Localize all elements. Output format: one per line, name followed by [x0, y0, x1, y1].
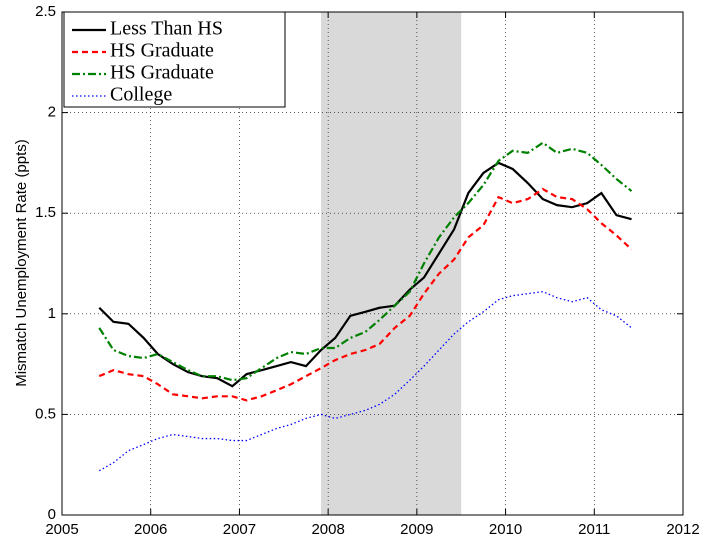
legend-label: College — [110, 84, 172, 106]
legend-label: HS Graduate — [110, 62, 214, 84]
x-tick-label: 2011 — [578, 521, 610, 538]
x-tick-label: 2005 — [45, 521, 78, 538]
y-tick-label: 2 — [48, 104, 56, 121]
data-line — [98, 161, 632, 388]
x-tick-label: 2009 — [400, 521, 433, 538]
x-tick-label: 2008 — [311, 521, 344, 538]
x-tick-label: 2007 — [223, 521, 256, 538]
x-tick-label: 2010 — [489, 521, 522, 538]
y-tick-label: 0 — [48, 506, 56, 523]
plot-frame — [61, 11, 684, 516]
legend-box — [63, 11, 286, 108]
legend-label: HS Graduate — [110, 40, 214, 62]
shaded-region — [321, 12, 462, 515]
y-tick-label: 2.5 — [35, 3, 56, 20]
y-axis-label: Mismatch Unemployment Rate (ppts) — [13, 139, 30, 387]
y-tick-label: 1 — [48, 305, 56, 322]
data-line — [98, 187, 633, 402]
legend-label: Less Than HS — [110, 18, 223, 40]
x-tick-label: 2012 — [666, 521, 699, 538]
y-tick-label: 1.5 — [35, 204, 56, 221]
x-tick-label: 2006 — [134, 521, 167, 538]
y-tick-label: 0.5 — [35, 405, 56, 422]
